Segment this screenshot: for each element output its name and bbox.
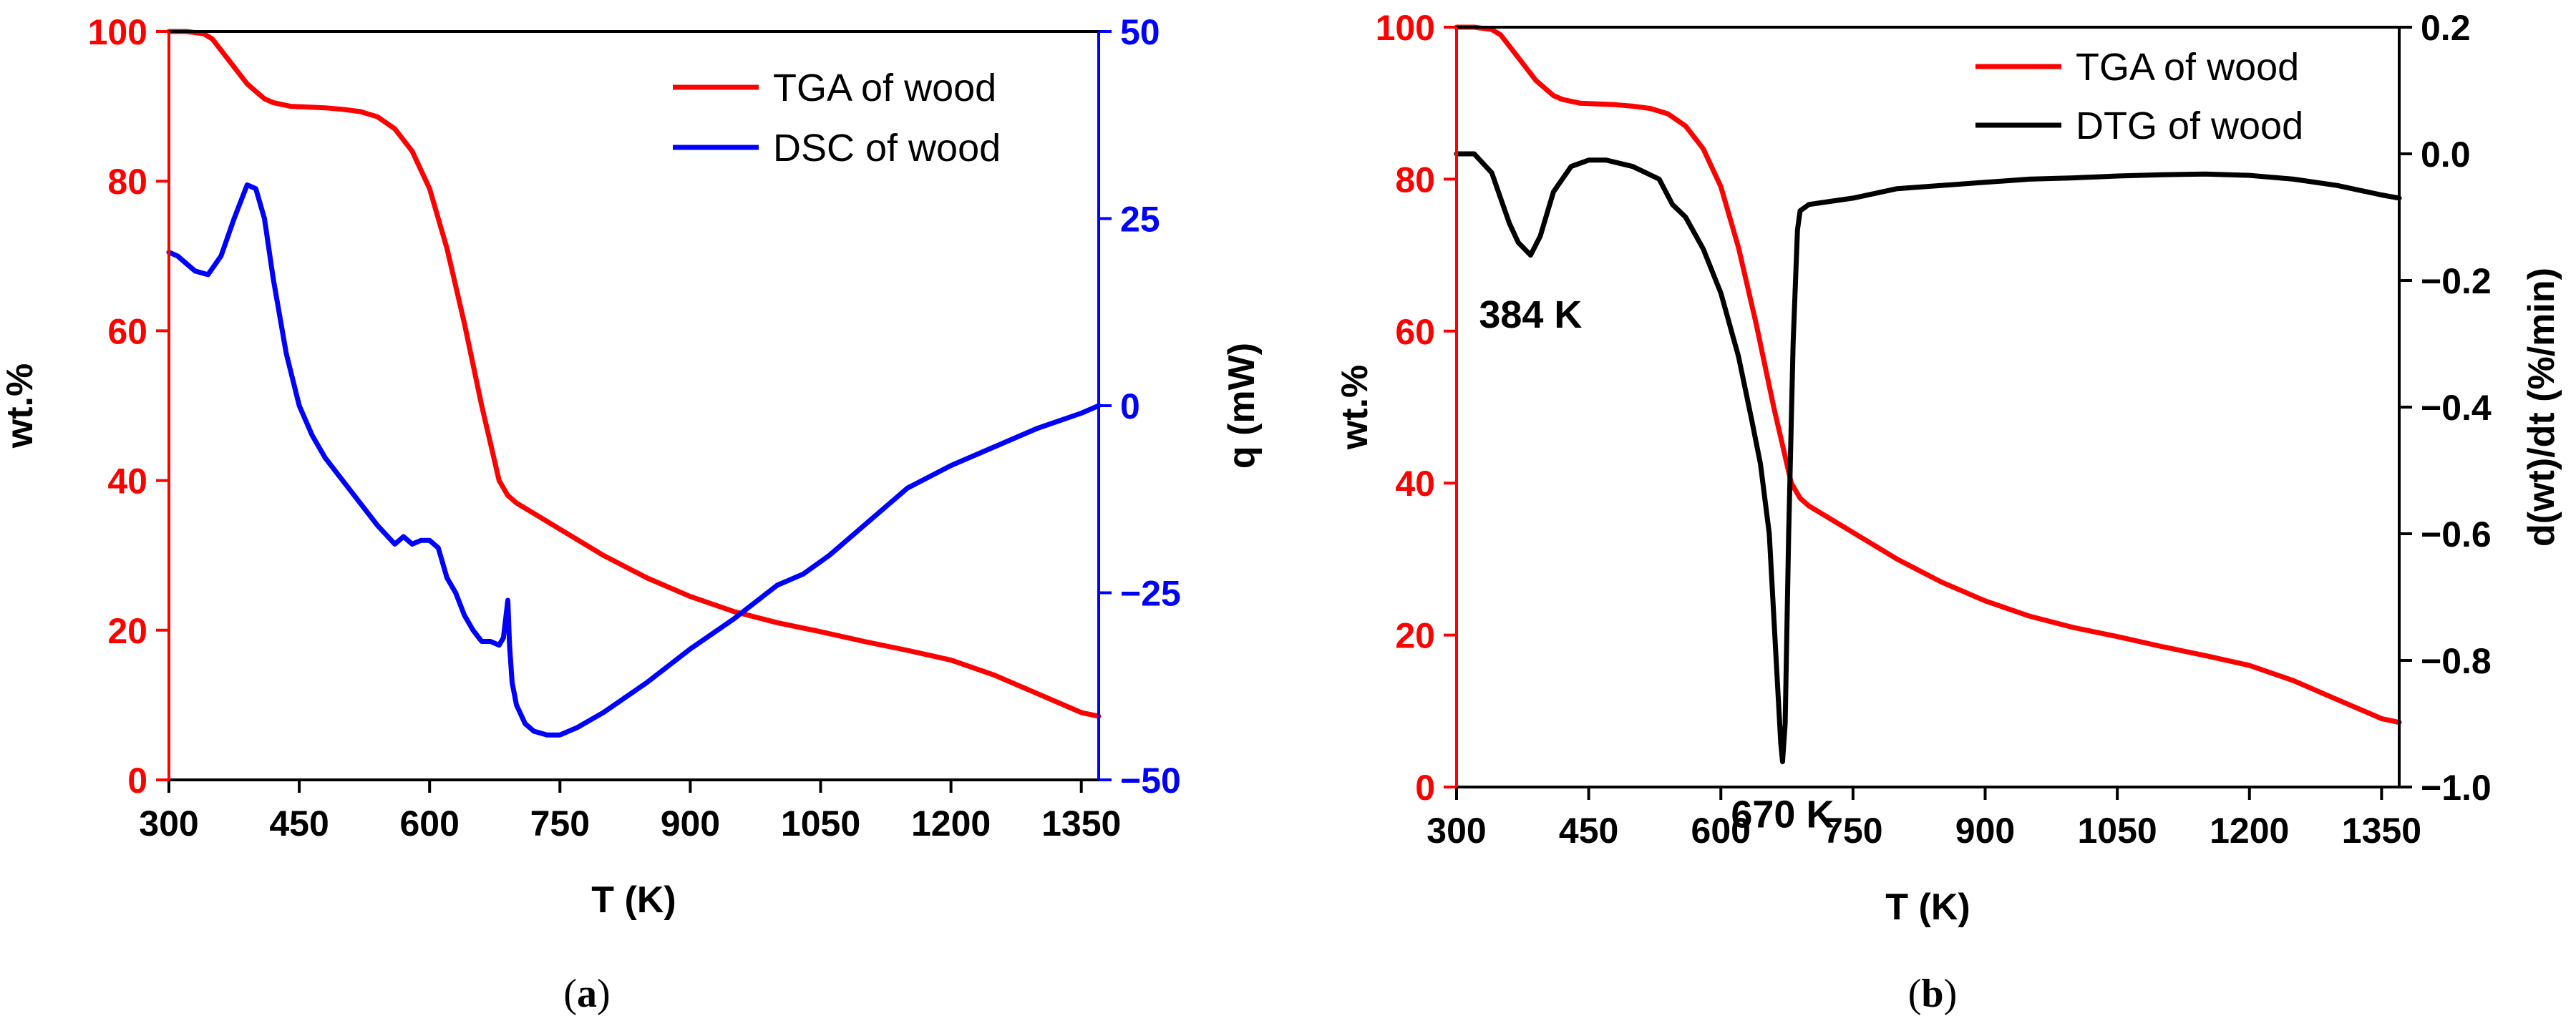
- panel-a-y-left-tick-label: 40: [107, 461, 147, 502]
- panel-b-y-right-tick-label: −0.6: [2421, 514, 2492, 554]
- panel-a-y-left-tick-label: 60: [107, 311, 147, 351]
- panel-a-caption: (a): [563, 972, 610, 1016]
- panel-b-x-tick-label: 600: [1691, 811, 1751, 851]
- panel-b-x-tick-label: 1050: [2078, 811, 2157, 851]
- panel-a-y-left-tick-label: 80: [107, 162, 147, 202]
- panel-b-x-tick-label: 300: [1426, 811, 1486, 851]
- panel-a-x-tick-label: 900: [661, 803, 720, 844]
- panel-a-x-tick-label: 300: [139, 803, 198, 844]
- panel-b-y-left-tick-label: 20: [1395, 616, 1435, 656]
- panel-b-series-tga-of-wood: [1454, 24, 2402, 725]
- panel-a-y-right-tick-label: 25: [1120, 200, 1160, 240]
- panel-b-x-tick-label: 750: [1823, 811, 1882, 851]
- panel-b-chart: 300 450 600 750 900 1050 1200 1350 0 20 40 60 80 100 −…: [1334, 8, 2562, 928]
- panel-b-y-left-tick-label: 0: [1415, 768, 1435, 808]
- panel-a-y-left-tick-label: 100: [88, 12, 147, 52]
- panel-b-y-left-tick-label: 40: [1395, 464, 1435, 504]
- panel-a-y-left-tick-label: 0: [127, 761, 147, 801]
- panel-a-x-tick-label: 450: [269, 803, 329, 844]
- panel-a-legend-label-tga-of-wood: TGA of wood: [773, 67, 996, 109]
- panel-b-y-right-tick-label: 0.2: [2421, 8, 2471, 48]
- panel-b-x-tick-label: 1200: [2210, 811, 2289, 851]
- panel-b-y-left-tick-label: 60: [1395, 312, 1435, 352]
- panel-a-chart: 300 450 600 750 900 1050 1200 1350 0 20 40 60 80 100 −…: [0, 12, 1263, 921]
- panel-a-y-left-axis-label: wt.%: [0, 363, 41, 449]
- panel-b-x-tick-label: 900: [1955, 811, 2015, 851]
- panel-b-x-tick-label: 450: [1559, 811, 1618, 851]
- panel-a-y-right-tick-label: 50: [1120, 12, 1160, 52]
- panel-b-annotation-670-k: 670 K: [1731, 793, 1834, 836]
- panel-a-x-tick-label: 750: [530, 803, 590, 844]
- panel-b-y-right-tick-label: −0.2: [2421, 261, 2492, 301]
- panel-b-x-tick-label: 1350: [2342, 811, 2421, 851]
- panel-b-annotation-384-k: 384 K: [1479, 293, 1582, 336]
- panel-b-y-left-tick-label: 100: [1376, 8, 1435, 48]
- panel-a-y-right-tick-label: −25: [1120, 574, 1181, 614]
- panel-a-y-right-tick-label: −50: [1120, 761, 1181, 801]
- panel-a-x-tick-label: 1200: [911, 803, 991, 844]
- panel-a-y-left-tick-label: 20: [107, 611, 147, 651]
- panel-b-y-right-tick-label: 0.0: [2421, 135, 2471, 175]
- panel-a-legend-label-dsc-of-wood: DSC of wood: [773, 127, 1001, 170]
- panel-b-caption: (b): [1908, 972, 1957, 1016]
- panel-a-y-right-tick-label: 0: [1120, 386, 1140, 426]
- panel-a-x-axis-label: T (K): [591, 879, 676, 921]
- panel-b-y-right-tick-label: −0.4: [2421, 388, 2492, 428]
- panel-a-series-dsc-of-wood: [166, 182, 1102, 738]
- panel-b-y-right-tick-label: −0.8: [2421, 641, 2492, 681]
- panel-b-legend-label-dtg-of-wood: DTG of wood: [2076, 104, 2303, 147]
- panel-b-series-dtg-of-wood: [1454, 151, 2402, 765]
- panel-b-legend-label-tga-of-wood: TGA of wood: [2076, 46, 2299, 89]
- panel-b-y-left-axis-label: wt.%: [1334, 365, 1376, 450]
- panel-b-y-right-tick-label: −1.0: [2421, 768, 2492, 808]
- panel-a-x-tick-label: 1050: [781, 803, 860, 844]
- panel-a-series-tga-of-wood: [166, 29, 1102, 719]
- panel-b-y-left-tick-label: 80: [1395, 160, 1435, 200]
- panel-b-y-right-axis-label: d(wt)/dt (%/min): [2521, 268, 2562, 547]
- panel-a-x-tick-label: 600: [399, 803, 459, 844]
- panel-a-x-tick-label: 1350: [1041, 803, 1121, 844]
- panel-a-y-right-axis-label: q (mW): [1221, 343, 1263, 469]
- panel-b-x-axis-label: T (K): [1885, 886, 1970, 928]
